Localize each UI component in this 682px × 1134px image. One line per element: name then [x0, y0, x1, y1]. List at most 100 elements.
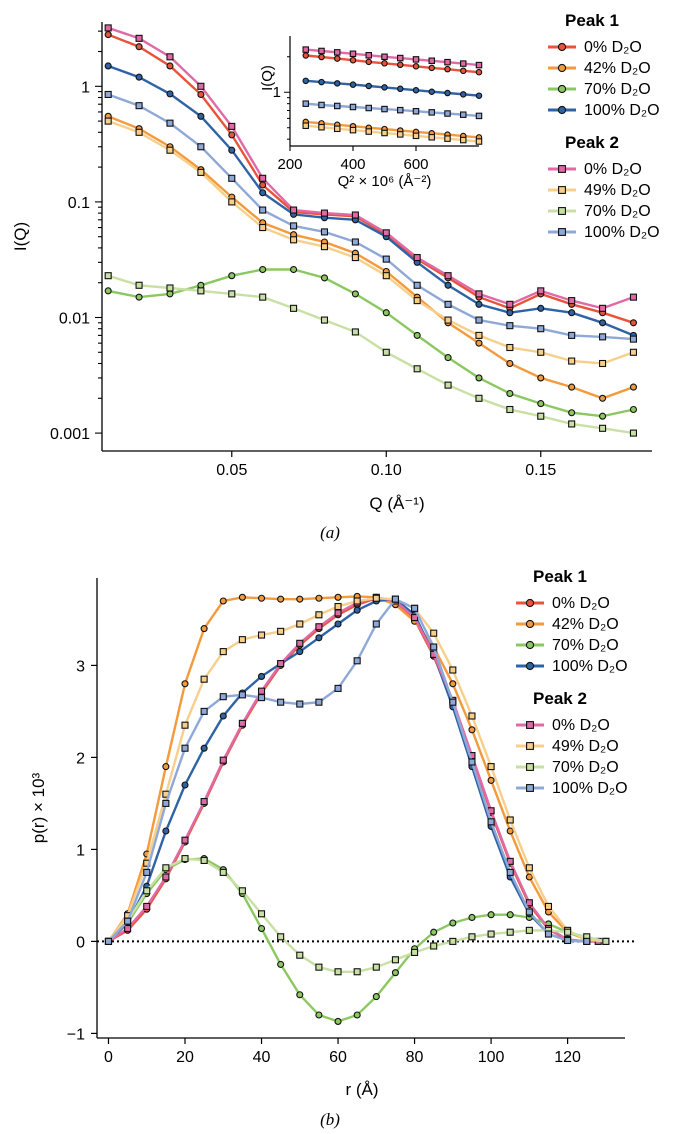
panel-b-series-3-point: [181, 781, 189, 789]
panel-b-series-4-point: [238, 719, 246, 727]
panel-b-series-4-point: [525, 899, 533, 907]
panel-a-series-4-point: [351, 211, 359, 219]
panel-b-x-tick-label: 80: [406, 1049, 424, 1066]
panel-a-series-6-point: [568, 420, 576, 428]
panel-a-inset-series-0-point: [459, 60, 467, 67]
panel-a-series-1-point: [568, 383, 576, 391]
panel-a-series-0-line: [107, 33, 634, 324]
panel-a-series-0-point: [197, 90, 205, 99]
panel-a-inset-series-0-point: [333, 49, 341, 56]
panel-a-inset-series-2-point: [302, 77, 309, 85]
panel-b-series-4-point: [334, 609, 342, 617]
panel-b-series-2-point: [296, 991, 304, 999]
panel-b-series-2-point: [391, 969, 399, 977]
panel-a-inset-series-5-point: [333, 125, 341, 133]
panel-a-legend-title-peak1: Peak 1: [565, 11, 619, 30]
panel-b-series-2-point: [315, 1011, 323, 1019]
panel-a-series-7-point: [197, 143, 205, 151]
panel-a-inset-series-2-point: [459, 91, 467, 98]
panel-a-series-7-point: [568, 331, 576, 339]
panel-a-series-5-point: [506, 343, 514, 352]
panel-a-inset-series-3-point: [475, 112, 483, 120]
panel-a-inset-series-2-point: [365, 82, 372, 90]
panel-a-series-5-line: [107, 119, 634, 365]
panel-a-series-4-point: [475, 290, 483, 298]
panel-b-y-tick-label: 1: [76, 842, 85, 859]
panel-a-legend-label: 0% D₂O: [584, 161, 642, 178]
panel-b-series-7-point: [219, 693, 227, 701]
panel-a-inset-series-2-point: [318, 78, 325, 86]
panel-a-series-3-point: [537, 304, 545, 312]
panel-b-series-6-point: [296, 951, 304, 959]
panel-b-series-6-point: [219, 868, 227, 876]
panel-b-series-5-point: [487, 763, 495, 771]
panel-b-series-5-point: [181, 721, 189, 729]
panel-a-inset-series-3-point: [318, 101, 325, 109]
panel-b-series-1-point: [334, 593, 342, 601]
panel-a-series-3-point: [599, 319, 607, 327]
panel-b-series-2-point: [353, 1011, 361, 1019]
panel-b-series-3-point: [315, 634, 323, 642]
panel-a-series-7-point: [506, 322, 514, 330]
panel-a-series-0-point: [166, 62, 174, 70]
panel-a-series-7-point: [537, 325, 545, 333]
panel-a-series-6-point: [290, 304, 298, 312]
panel-a-series-1-line: [107, 115, 634, 400]
panel-a-series-7-line: [107, 93, 634, 341]
panel-a-legend-label: 49% D₂O: [584, 182, 651, 199]
panel-a-series-0-point: [259, 181, 267, 189]
panel-b-series-5-point: [277, 627, 285, 635]
panel-a-series-2-point: [537, 400, 545, 408]
panel-a-inset-series-5-point: [349, 126, 357, 134]
panel-b-series-7-point: [143, 868, 151, 876]
panel-a-series-6-point: [259, 293, 267, 301]
panel-b-legend-swatch-marker: [526, 742, 534, 750]
panel-b-series-5-point: [219, 648, 227, 656]
panel-b-series-4-point: [162, 873, 170, 881]
panel-a-series-3-point: [104, 62, 112, 70]
panel-b-series-2-point: [487, 911, 495, 919]
panel-a-inset-series-2-point: [381, 84, 388, 91]
panel-b-series-2-point: [506, 911, 514, 919]
panel-a-series-4-point: [320, 209, 329, 217]
panel-a-series-5-point: [197, 168, 205, 176]
panel-a-series-5-point: [444, 316, 452, 324]
panel-b-series-7-point: [181, 744, 189, 752]
panel-a-series-6-point: [444, 381, 452, 389]
panel-b-series-7-point: [449, 698, 457, 706]
panel-a-series-4-point: [228, 122, 236, 130]
panel-a-series-4-point: [537, 287, 545, 295]
panel-b-legend-swatch-marker: [525, 598, 535, 608]
panel-a-inset-series-1-point: [381, 60, 388, 67]
panel-b-series-4-point: [277, 660, 285, 668]
panel-b-series-4-point: [200, 798, 208, 806]
panel-b-series-5-point: [372, 594, 380, 602]
panel-a-series-5-point: [104, 117, 112, 125]
panel-a-inset-series-1-point: [349, 56, 357, 64]
panel-a-series-5-point: [413, 297, 421, 305]
panel-b-series-7-point: [353, 657, 361, 665]
panel-b-legend-swatch-marker: [525, 661, 535, 671]
panel-b-series-7-point: [391, 595, 399, 603]
panel-b-legend-label: 70% D₂O: [552, 759, 619, 776]
panel-a-series-6-point: [228, 290, 236, 298]
panel-a-series-1-point: [629, 383, 638, 391]
panel-a-inset-series-5-point: [381, 129, 388, 137]
panel-b-series-2-point: [372, 993, 380, 1001]
panel-a-y-tick-label: 1: [81, 79, 90, 96]
panel-a-series-5-point: [320, 243, 329, 251]
panel-a-legend-swatch-marker: [558, 207, 566, 215]
panel-b-series-5-point: [525, 864, 533, 872]
panel-a-series-4-point: [197, 82, 205, 90]
panel-a-inset-series-1-point: [318, 53, 325, 61]
panel-a-inset-series-2-point: [333, 80, 341, 87]
panel-b-legend-swatch-marker: [525, 619, 535, 629]
panel-b-legend-title-peak2: Peak 2: [533, 689, 587, 708]
panel-a-series-2-line: [107, 268, 634, 418]
panel-b-series-7-point: [583, 937, 591, 945]
panel-a-series-4-point: [104, 24, 112, 32]
panel-b-legend-label: 42% D₂O: [552, 616, 619, 633]
panel-a-inset-series-5-point: [365, 128, 372, 135]
panel-b-series-1-point: [296, 595, 304, 603]
panel-b-series-1-point: [257, 594, 266, 602]
